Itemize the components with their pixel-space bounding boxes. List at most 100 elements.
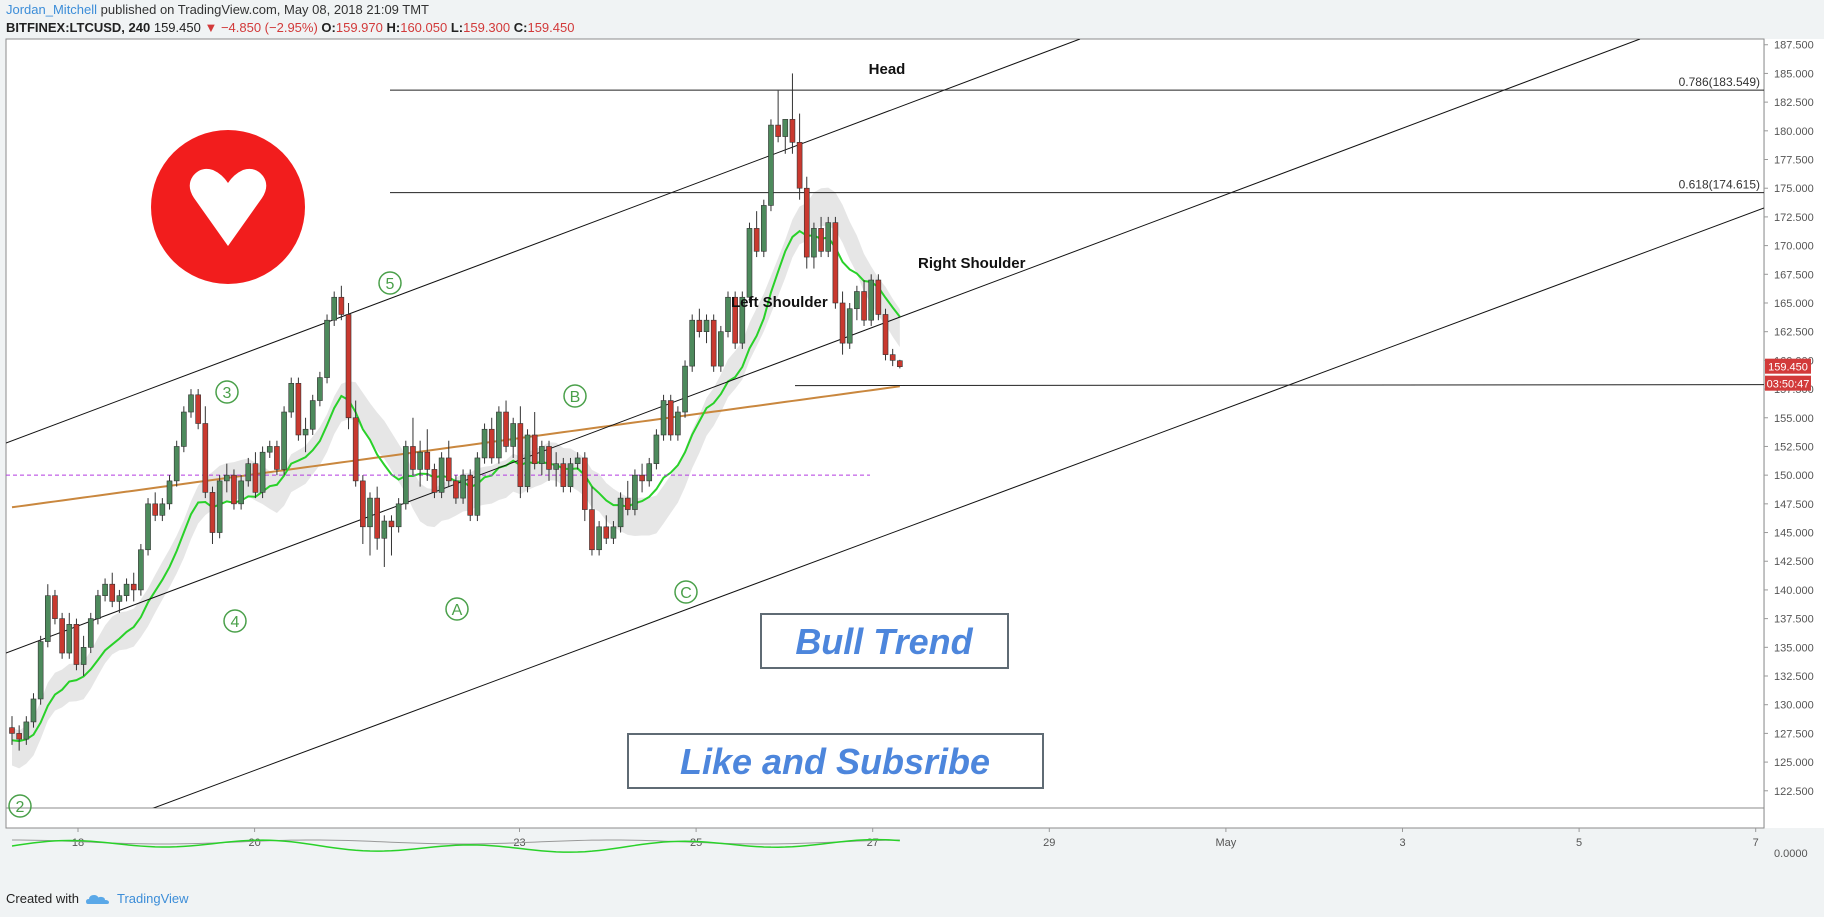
candle-body xyxy=(632,474,638,510)
candle-body xyxy=(238,480,244,505)
candle-body xyxy=(252,463,259,493)
wave-label: 3 xyxy=(223,385,232,402)
candle-body xyxy=(317,377,323,401)
candle-body xyxy=(732,296,738,344)
open-value: 159.970 xyxy=(335,20,383,35)
author-link[interactable]: Jordan_Mitchell xyxy=(6,2,98,17)
candle-body xyxy=(438,457,445,493)
footer: Created with TradingView xyxy=(6,891,189,906)
candle-body xyxy=(417,451,423,470)
candle-body xyxy=(224,474,230,482)
candle-body xyxy=(703,319,710,332)
candle-body xyxy=(560,463,567,487)
y-tick-label: 155.000 xyxy=(1774,413,1814,425)
candle-body xyxy=(581,457,588,510)
candle-body xyxy=(288,383,295,413)
candle-body xyxy=(281,411,287,470)
candle-body xyxy=(610,526,617,539)
candle-body xyxy=(868,279,875,321)
candle-body xyxy=(854,291,860,310)
x-tick-label: May xyxy=(1216,837,1237,849)
candle-body xyxy=(395,503,402,528)
y-tick-label: 152.500 xyxy=(1774,441,1814,453)
candle-body xyxy=(710,319,717,367)
y-tick-label: 127.500 xyxy=(1774,728,1814,740)
y-tick-label: 142.500 xyxy=(1774,556,1814,568)
candle-body xyxy=(753,228,760,252)
candle-body xyxy=(123,583,130,596)
subscribe-box xyxy=(627,733,1044,789)
y-tick-label: 180.000 xyxy=(1774,126,1814,138)
x-tick-label: 7 xyxy=(1753,837,1759,849)
oscillator-tick-label: 0.0000 xyxy=(1774,848,1808,860)
candle-body xyxy=(181,411,187,447)
candle-body xyxy=(718,331,724,367)
candle-body xyxy=(882,314,889,355)
candle-body xyxy=(875,279,882,315)
oscillator-line xyxy=(11,838,900,853)
candle-body xyxy=(66,624,73,654)
channel-lower xyxy=(152,207,1764,808)
candle-body xyxy=(152,503,158,516)
candle-body xyxy=(818,228,824,252)
candle-body xyxy=(861,291,867,321)
y-tick-label: 132.500 xyxy=(1774,671,1814,683)
candle-body xyxy=(309,400,316,430)
low-label: L: xyxy=(450,20,464,35)
candle-body xyxy=(231,474,237,505)
wave-marker xyxy=(674,580,698,604)
candle-body xyxy=(811,228,817,258)
candle-body xyxy=(789,119,796,143)
candle-body xyxy=(488,428,495,459)
candle-body xyxy=(195,394,201,424)
candle-body xyxy=(87,618,94,648)
candle-body xyxy=(259,451,266,493)
candle-body xyxy=(216,480,223,533)
candle-body xyxy=(639,474,645,482)
subscribe-label: Like and Subsribe xyxy=(680,741,990,782)
y-tick-label: 150.000 xyxy=(1774,470,1814,482)
close-label: C: xyxy=(513,20,528,35)
last-price-tag-label: 159.450 xyxy=(1768,362,1808,374)
candle-body xyxy=(846,308,853,344)
y-tick-label: 125.000 xyxy=(1774,757,1814,769)
y-tick-label: 170.000 xyxy=(1774,241,1814,253)
candle-body xyxy=(768,124,774,206)
candle-body xyxy=(166,480,173,505)
candle-body xyxy=(517,423,524,487)
wave-label: A xyxy=(452,602,463,619)
y-tick-label: 187.500 xyxy=(1774,40,1814,52)
wave-label: 4 xyxy=(231,614,240,631)
x-tick-label: 25 xyxy=(690,837,702,849)
candle-body xyxy=(589,509,595,551)
candle-body xyxy=(338,296,345,315)
candle-body xyxy=(524,434,531,487)
x-tick-label: 20 xyxy=(248,837,260,849)
candle-body xyxy=(59,618,65,654)
right-shoulder-label: Right Shoulder xyxy=(918,255,1026,272)
wave-marker xyxy=(563,384,587,408)
candle-body xyxy=(30,698,37,723)
price-axis xyxy=(1765,39,1824,828)
y-tick-label: 145.000 xyxy=(1774,528,1814,540)
candle-body xyxy=(331,296,338,321)
candle-body xyxy=(467,474,474,516)
candle-body xyxy=(825,222,832,252)
x-tick-label: 27 xyxy=(867,837,879,849)
candle-body xyxy=(95,595,101,619)
y-tick-label: 135.000 xyxy=(1774,642,1814,654)
candle-body xyxy=(44,595,51,642)
neckline xyxy=(794,384,1764,387)
x-tick-label: 3 xyxy=(1399,837,1405,849)
candle-body xyxy=(574,457,581,464)
candle-body xyxy=(553,463,559,470)
y-tick-label: 175.000 xyxy=(1774,183,1814,195)
candle-body xyxy=(596,526,602,551)
oscillator-signal-line xyxy=(11,839,900,845)
candle-body xyxy=(760,205,767,252)
wave-marker xyxy=(378,271,402,295)
candle-body xyxy=(352,417,359,482)
candle-body xyxy=(424,451,431,470)
tradingview-link[interactable]: TradingView xyxy=(116,891,189,906)
